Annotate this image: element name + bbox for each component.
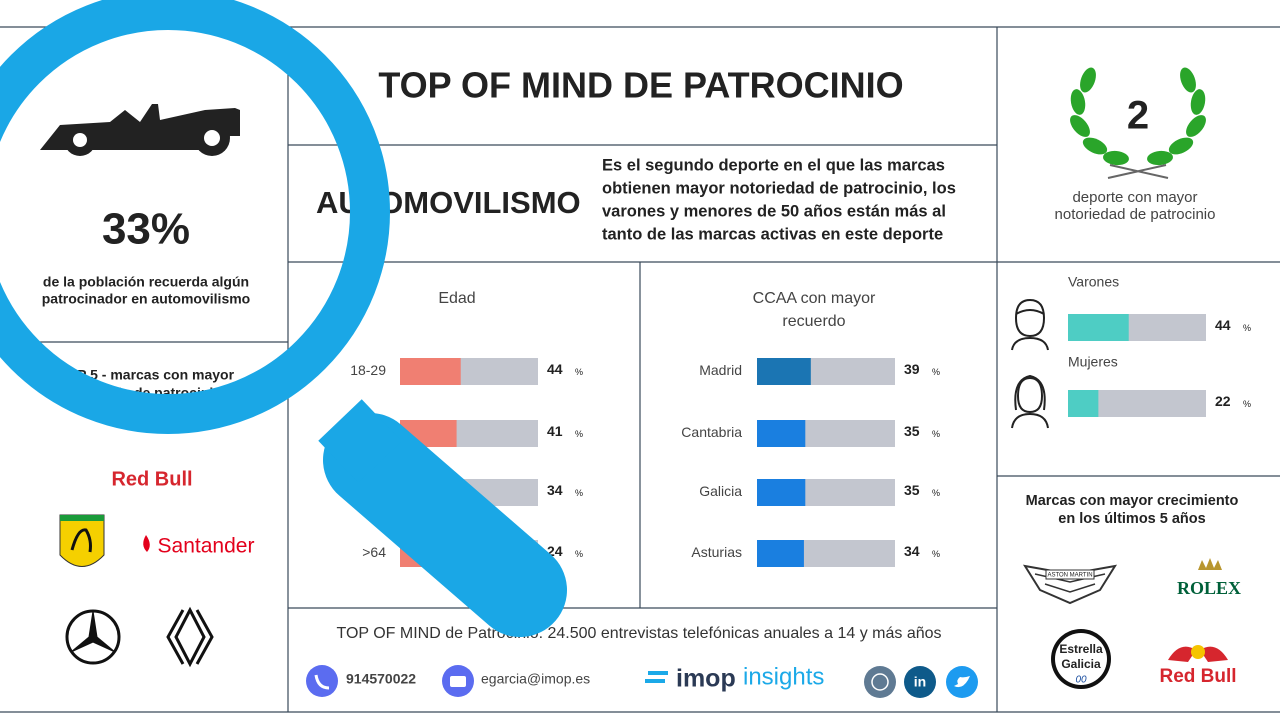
linkedin-button[interactable] (904, 666, 936, 698)
twitter-glyph (954, 676, 970, 688)
phone: 914570022 (346, 671, 416, 687)
brand-logo: ROLEX (1177, 578, 1241, 598)
unit-label: % (575, 429, 583, 439)
frame (0, 26, 1280, 713)
category-label: Cantabria (681, 424, 742, 440)
ferrari-logo (59, 514, 105, 567)
value-label: 35 (904, 482, 920, 498)
phone-icon (314, 674, 330, 690)
bar (400, 358, 461, 385)
race-car-icon (40, 104, 240, 156)
value-label: 39 (904, 361, 920, 377)
laurel (1070, 67, 1206, 179)
red-bull-bulls (1168, 645, 1228, 662)
web-button[interactable] (864, 666, 896, 698)
email-icon (450, 676, 466, 687)
imop-logo: imop (676, 665, 736, 693)
gender-label: Varones (1068, 274, 1119, 290)
value-label: 34 (547, 482, 563, 498)
santander-flame (143, 535, 150, 552)
growth-title: Marcas con mayor crecimiento (1026, 493, 1239, 509)
brand-logo: Red Bull (1159, 666, 1236, 687)
description: obtienen mayor notoriedad de patrocinio,… (602, 179, 956, 197)
description: Es el segundo deporte en el que las marc… (602, 156, 945, 174)
value-label: 34 (904, 543, 920, 559)
aston-martin-logo: ASTON MARTIN (1022, 564, 1118, 605)
unit-label: % (575, 367, 583, 377)
growth-title: en los últimos 5 años (1058, 511, 1205, 527)
unit-label: % (1243, 399, 1251, 409)
value-label: 44 (547, 361, 563, 377)
bar (757, 358, 811, 385)
unit-label: % (932, 367, 940, 377)
category-label: 18-29 (350, 362, 386, 378)
unit-label: % (1243, 323, 1251, 333)
linkedin-glyph: in (914, 674, 926, 690)
category-label: Asturias (691, 544, 742, 560)
stat-caption: de la población recuerda algún (43, 274, 249, 290)
brand-logo: Red Bull (111, 468, 192, 490)
value-label: 44 (1215, 317, 1231, 333)
category-label: Madrid (699, 362, 742, 378)
renault-logo (166, 606, 214, 668)
category-label: Galicia (699, 483, 742, 499)
chart-title: recuerdo (782, 313, 845, 330)
brand-logo: ASTON MARTIN (1047, 573, 1092, 579)
top-title: TOP 5 - marcas con mayor (58, 367, 235, 383)
phone-icon (306, 665, 338, 697)
bar (1068, 314, 1129, 341)
male-icon (1011, 298, 1049, 351)
unit-label: % (932, 549, 940, 559)
brand-logo: 00 (1075, 675, 1087, 686)
rank-number: 2 (1127, 94, 1149, 138)
value-label: 22 (1215, 393, 1231, 409)
stat: 33% (102, 205, 190, 254)
value-label: 41 (547, 423, 563, 439)
bar (757, 540, 804, 567)
magnifier (0, 0, 567, 637)
web-button (871, 673, 889, 691)
title: TOP OF MIND DE PATROCINIO (378, 65, 903, 106)
estrella-galicia-badge (1055, 633, 1107, 685)
description: varones y menores de 50 años están más a… (602, 202, 946, 220)
rank-caption: notoriedad de patrocinio (1055, 206, 1216, 223)
email: egarcia@imop.es (481, 671, 590, 687)
mercedes-logo (65, 609, 121, 665)
bar (757, 479, 806, 506)
unit-label: % (932, 429, 940, 439)
footer-note: TOP OF MIND de Patrocinio: 24.500 entrev… (336, 625, 941, 642)
brand-logo: Estrella (1059, 642, 1103, 656)
value-label: 35 (904, 423, 920, 439)
female-icon (1011, 374, 1049, 429)
description: tanto de las marcas activas en este depo… (602, 225, 943, 243)
category-label: >64 (362, 544, 386, 560)
rank-caption: deporte con mayor (1072, 189, 1197, 206)
unit-label: % (575, 488, 583, 498)
stat-caption: patrocinador en automovilismo (42, 291, 250, 307)
bar (757, 420, 806, 447)
bar (1068, 390, 1099, 417)
unit-label: % (932, 488, 940, 498)
brand-logo: Santander (158, 535, 255, 558)
rolex-crown (1198, 558, 1222, 570)
gender-label: Mujeres (1068, 354, 1118, 370)
chart-title: Edad (438, 290, 475, 307)
imop-logo: insights (743, 663, 824, 690)
unit-label: % (575, 549, 583, 559)
chart-title: CCAA con mayor (753, 290, 876, 307)
imop-logo-mark (645, 671, 668, 683)
brand-logo: Galicia (1061, 657, 1101, 671)
